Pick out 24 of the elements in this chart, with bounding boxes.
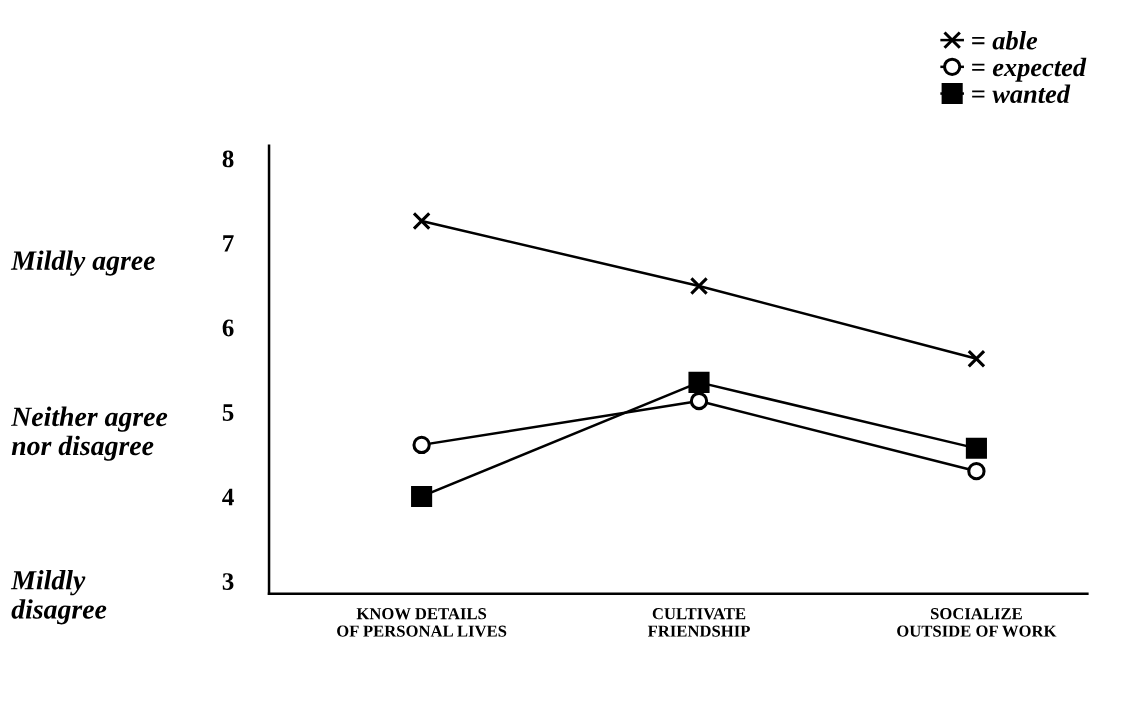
- point: [412, 435, 431, 455]
- x-tick-label: KNOW DETAILS OF PERSONAL LIVES: [337, 608, 507, 637]
- text: Neither agree nor disagree: [10, 406, 168, 461]
- text: Mildly disagree: [10, 570, 107, 625]
- point: [688, 371, 710, 393]
- y-tick-label: 8: [222, 150, 234, 168]
- point: [967, 349, 986, 368]
- point: [689, 276, 709, 296]
- y-tick-label: 3: [222, 573, 234, 590]
- y-tick-label: 6: [222, 319, 234, 337]
- point: [967, 461, 986, 481]
- legend-label: = able: [972, 31, 1038, 50]
- x-tick-label: SOCIALIZE OUTSIDE OF WORK: [897, 608, 1057, 637]
- point: [411, 485, 433, 508]
- y-tick-label: 5: [222, 404, 234, 421]
- text: Mildly agree: [10, 250, 155, 276]
- legend-label: = expected: [972, 57, 1087, 82]
- y-tick-label: 7: [223, 235, 234, 252]
- x-tick-label: CULTIVATE FRIENDSHIP: [647, 608, 750, 637]
- point: [965, 437, 987, 459]
- point: [412, 211, 431, 231]
- y-tick-label: 4: [222, 488, 234, 506]
- legend-label: = wanted: [972, 84, 1071, 104]
- point: [689, 391, 709, 411]
